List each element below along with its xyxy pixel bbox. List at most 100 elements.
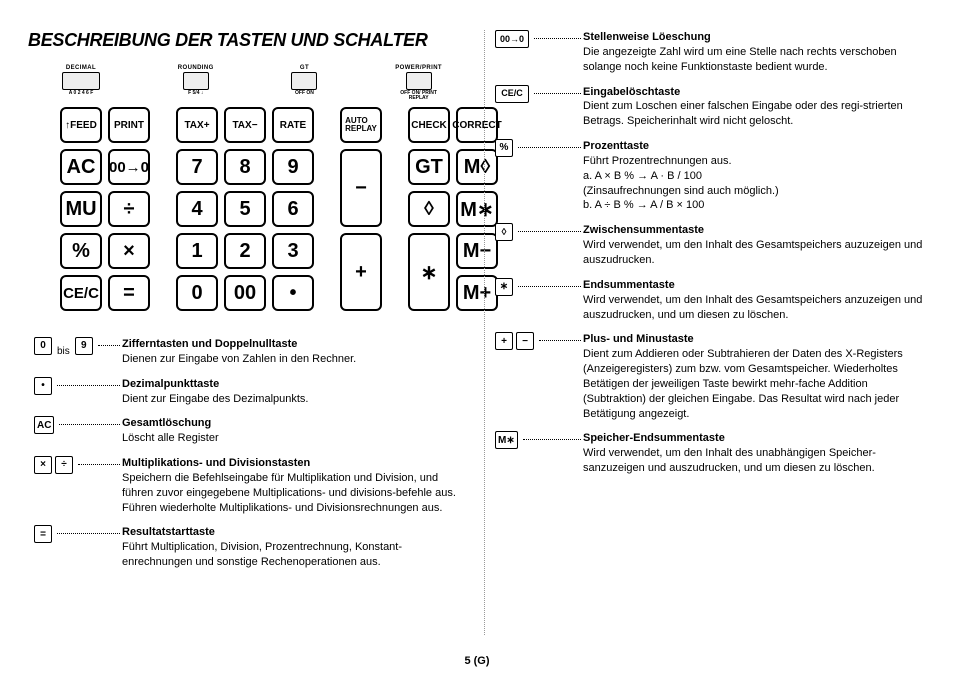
leader-dots	[57, 377, 120, 386]
description-row: ∗EndsummentasteWird verwendet, um den In…	[495, 278, 926, 323]
key-9: 9	[272, 149, 314, 185]
description-row: ◊ ZwischensummentasteWird verwendet, um d…	[495, 223, 926, 268]
key-icon: CE/C	[495, 85, 529, 103]
key-4: 4	[176, 191, 218, 227]
description-title: Gesamtlöschung	[122, 416, 465, 431]
description-row: 0 bis 9 Zifferntasten und DoppelnulltasteDi…	[34, 337, 465, 367]
description-row: CE/C EingabelöschtasteDient zum Loschen e…	[495, 85, 926, 130]
right-descriptions: 00→0 Stellenweise LöeschungDie angezeigte…	[495, 30, 926, 476]
description-icons: M∗	[495, 431, 583, 476]
key-feed: ↑FEED	[60, 107, 102, 143]
description-icons: AC	[34, 416, 122, 446]
key-icon: +	[495, 332, 513, 350]
key-2: 2	[224, 233, 266, 269]
mid-word: bis	[57, 345, 70, 359]
description-row: = ResultatstarttasteFührt Multiplication,…	[34, 525, 465, 570]
key-00to0: 00→0	[108, 149, 150, 185]
description-icons: +−	[495, 332, 583, 421]
key-autoreplay: AUTO REPLAY	[340, 107, 382, 143]
key-icon: −	[516, 332, 534, 350]
key-6: 6	[272, 191, 314, 227]
description-title: Resultatstarttaste	[122, 525, 465, 540]
description-text: Speicher-EndsummentasteWird verwendet, u…	[583, 431, 926, 476]
description-text: DezimalpunkttasteDient zur Eingabe des D…	[122, 377, 465, 407]
description-text: GesamtlöschungLöscht alle Register	[122, 416, 465, 446]
description-body: Dient zum Addieren oder Subtrahieren der…	[583, 347, 926, 421]
key-mu: MU	[60, 191, 102, 227]
key-print: PRINT	[108, 107, 150, 143]
description-body: Dient zum Loschen einer falschen Eingabe…	[583, 99, 926, 129]
description-text: ZwischensummentasteWird verwendet, um de…	[583, 223, 926, 268]
leader-dots	[539, 332, 581, 341]
description-title: Prozenttaste	[583, 139, 926, 154]
key-0: 0	[176, 275, 218, 311]
key-minus: −	[340, 149, 382, 227]
description-text: ResultatstarttasteFührt Multiplication, …	[122, 525, 465, 570]
key-times: ×	[108, 233, 150, 269]
description-row: • DezimalpunkttasteDient zur Eingabe des …	[34, 377, 465, 407]
description-text: Zifferntasten und DoppelnulltasteDienen …	[122, 337, 465, 367]
description-title: Dezimalpunkttaste	[122, 377, 465, 392]
description-icons: •	[34, 377, 122, 407]
key-icon: •	[34, 377, 52, 395]
key-icon: ×	[34, 456, 52, 474]
description-body: Führt Prozentrechnungen aus. a. A × B % …	[583, 154, 926, 213]
key-icon: 00→0	[495, 30, 529, 48]
description-body: Löscht alle Register	[122, 431, 465, 446]
description-title: Speicher-Endsummentaste	[583, 431, 926, 446]
description-body: Speichern die Befehlseingabe für Multipl…	[122, 471, 465, 516]
key-icon: ∗	[495, 278, 513, 296]
description-text: Multiplikations- und DivisionstastenSpei…	[122, 456, 465, 515]
right-column: 00→0 Stellenweise LöeschungDie angezeigte…	[489, 30, 926, 580]
key-dot: •	[272, 275, 314, 311]
key-icon: AC	[34, 416, 54, 434]
key-icon: ÷	[55, 456, 73, 474]
key-5: 5	[224, 191, 266, 227]
description-text: EingabelöschtasteDient zum Loschen einer…	[583, 85, 926, 130]
key-plus: +	[340, 233, 382, 311]
leader-dots	[518, 223, 581, 232]
left-descriptions: 0 bis 9 Zifferntasten und DoppelnulltasteDi…	[34, 337, 465, 570]
key-star: ∗	[408, 233, 450, 311]
leader-dots	[534, 30, 581, 39]
description-body: Dienen zur Eingabe von Zahlen in den Rec…	[122, 352, 465, 367]
key-percent: %	[60, 233, 102, 269]
leader-dots	[518, 278, 581, 287]
key-icon: ◊	[495, 223, 513, 241]
description-row: 00→0 Stellenweise LöeschungDie angezeigte…	[495, 30, 926, 75]
description-title: Zwischensummentaste	[583, 223, 926, 238]
key-1: 1	[176, 233, 218, 269]
key-taxminus: TAX−	[224, 107, 266, 143]
key-icon: =	[34, 525, 52, 543]
key-icon: 9	[75, 337, 93, 355]
description-text: Stellenweise LöeschungDie angezeigte Zah…	[583, 30, 926, 75]
key-taxplus: TAX+	[176, 107, 218, 143]
key-00: 00	[224, 275, 266, 311]
key-gt: GT	[408, 149, 450, 185]
page-title: BESCHREIBUNG DER TASTEN UND SCHALTER	[28, 30, 465, 51]
key-7: 7	[176, 149, 218, 185]
description-text: Plus- und MinustasteDient zum Addieren o…	[583, 332, 926, 421]
key-icon: %	[495, 139, 513, 157]
switch-row: DECIMAL A 0 2 4 6 F ROUNDING F 5/4 ↓ GT …	[60, 65, 444, 101]
key-ac: AC	[60, 149, 102, 185]
leader-dots	[523, 431, 581, 440]
key-3: 3	[272, 233, 314, 269]
description-title: Eingabelöschtaste	[583, 85, 926, 100]
description-icons: %	[495, 139, 583, 213]
leader-dots	[518, 139, 581, 148]
description-body: Wird verwendet, um den Inhalt des Gesamt…	[583, 238, 926, 268]
description-body: Wird verwendet, um den Inhalt des unabhä…	[583, 446, 926, 476]
description-row: M∗ Speicher-EndsummentasteWird verwendet,…	[495, 431, 926, 476]
key-grid: ↑FEED PRINT TAX+ TAX− RATE AUTO REPLAY C…	[60, 107, 444, 311]
key-icon: M∗	[495, 431, 518, 449]
switch-power: POWER/PRINT OFF ON/ PRINT REPLAY	[395, 65, 442, 101]
key-icon: 0	[34, 337, 52, 355]
key-divide: ÷	[108, 191, 150, 227]
description-title: Endsummentaste	[583, 278, 926, 293]
switch-decimal: DECIMAL A 0 2 4 6 F	[62, 65, 100, 101]
column-divider	[484, 30, 485, 635]
description-body: Dient zur Eingabe des Dezimalpunkts.	[122, 392, 465, 407]
key-equals: =	[108, 275, 150, 311]
description-icons: 00→0	[495, 30, 583, 75]
